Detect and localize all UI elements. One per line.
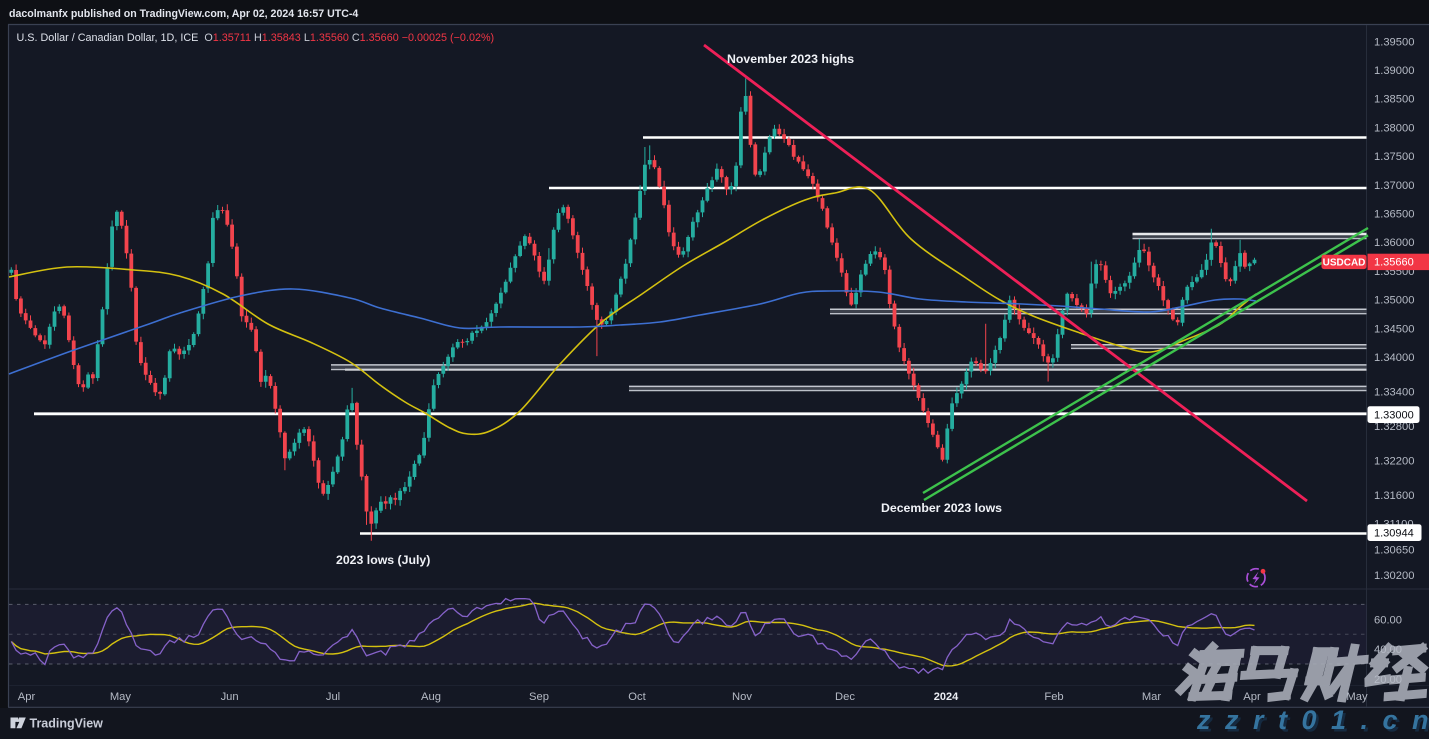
svg-text:Oct: Oct bbox=[628, 691, 646, 703]
svg-text:1.31600: 1.31600 bbox=[1374, 490, 1414, 502]
svg-text:1.34500: 1.34500 bbox=[1374, 323, 1414, 335]
svg-text:May: May bbox=[1346, 691, 1368, 703]
svg-text:USDCAD: USDCAD bbox=[1323, 257, 1366, 268]
svg-text:2024: 2024 bbox=[934, 691, 959, 703]
svg-text:60.00: 60.00 bbox=[1374, 614, 1402, 626]
svg-text:1.30200: 1.30200 bbox=[1374, 570, 1414, 582]
svg-text:Feb: Feb bbox=[1044, 691, 1063, 703]
svg-text:z z r t 0 1 . c n: z z r t 0 1 . c n bbox=[1196, 705, 1429, 735]
svg-text:1.36500: 1.36500 bbox=[1374, 209, 1414, 221]
svg-text:Apr: Apr bbox=[1243, 691, 1261, 703]
svg-text:20.00: 20.00 bbox=[1374, 674, 1402, 686]
svg-text:1.34000: 1.34000 bbox=[1374, 352, 1414, 364]
svg-text:1.38500: 1.38500 bbox=[1374, 94, 1414, 106]
svg-text:Mar: Mar bbox=[1142, 691, 1162, 703]
svg-text:2023 lows (July): 2023 lows (July) bbox=[336, 553, 430, 567]
svg-text:1.35000: 1.35000 bbox=[1374, 295, 1414, 307]
svg-text:1.37000: 1.37000 bbox=[1374, 180, 1414, 192]
svg-text:1.30650: 1.30650 bbox=[1374, 544, 1414, 556]
svg-text:Apr: Apr bbox=[18, 691, 36, 703]
svg-text:1.38000: 1.38000 bbox=[1374, 122, 1414, 134]
svg-text:Jul: Jul bbox=[326, 691, 340, 703]
svg-text:1.39000: 1.39000 bbox=[1374, 65, 1414, 77]
svg-text:1.32200: 1.32200 bbox=[1374, 455, 1414, 467]
svg-text:May: May bbox=[110, 691, 132, 703]
svg-text:Aug: Aug bbox=[421, 691, 441, 703]
svg-text:z z r t 0 1 . c n: z z r t 0 1 . c n bbox=[1199, 708, 1429, 738]
svg-text:December 2023 lows: December 2023 lows bbox=[881, 501, 1002, 515]
svg-text:U.S. Dollar / Canadian Dollar,: U.S. Dollar / Canadian Dollar, 1D, ICE O… bbox=[17, 32, 495, 44]
svg-text:40.00: 40.00 bbox=[1374, 644, 1402, 656]
svg-text:Jun: Jun bbox=[221, 691, 239, 703]
svg-text:1.35660: 1.35660 bbox=[1374, 257, 1414, 269]
svg-text:1.39500: 1.39500 bbox=[1374, 36, 1414, 48]
svg-text:November 2023 highs: November 2023 highs bbox=[727, 52, 854, 66]
svg-text:1.33000: 1.33000 bbox=[1374, 409, 1414, 421]
svg-text:Dec: Dec bbox=[835, 691, 855, 703]
svg-text:Nov: Nov bbox=[732, 691, 752, 703]
svg-text:TradingView: TradingView bbox=[30, 717, 104, 731]
svg-text:1.32800: 1.32800 bbox=[1374, 421, 1414, 433]
svg-text:1.37500: 1.37500 bbox=[1374, 151, 1414, 163]
svg-text:1.33400: 1.33400 bbox=[1374, 386, 1414, 398]
svg-text:Sep: Sep bbox=[529, 691, 549, 703]
svg-text:1.36000: 1.36000 bbox=[1374, 237, 1414, 249]
svg-text:1.30944: 1.30944 bbox=[1374, 527, 1414, 539]
svg-text:dacolmanfx published on Tradin: dacolmanfx published on TradingView.com,… bbox=[9, 8, 358, 20]
